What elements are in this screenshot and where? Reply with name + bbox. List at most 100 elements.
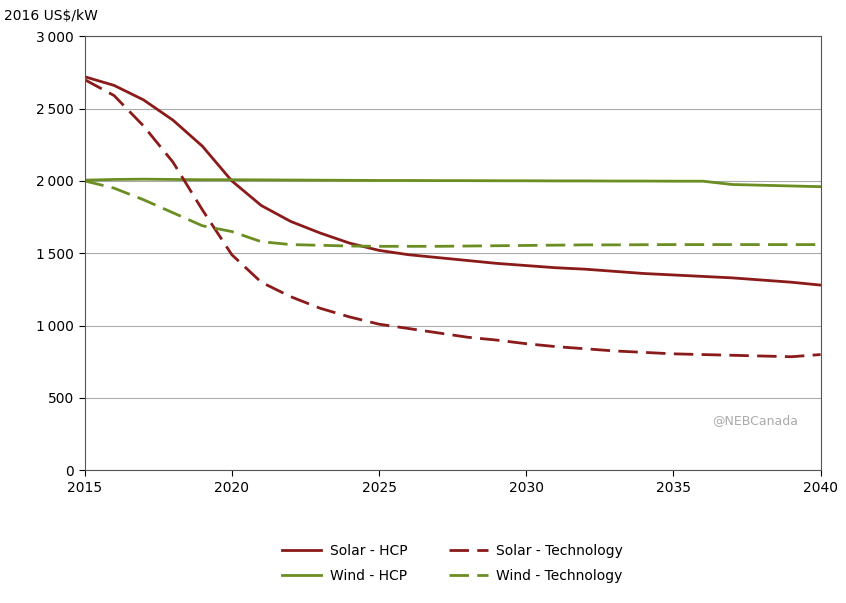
Wind - HCP bbox=[580, 177, 591, 185]
Solar - Technology bbox=[404, 325, 414, 332]
Solar - HCP bbox=[256, 202, 266, 209]
Solar - HCP bbox=[756, 276, 766, 283]
Wind - Technology bbox=[462, 242, 472, 250]
Wind - HCP bbox=[668, 177, 678, 185]
Legend: Solar - HCP, Wind - HCP, Solar - Technology, Wind - Technology: Solar - HCP, Wind - HCP, Solar - Technol… bbox=[277, 538, 629, 589]
Solar - HCP bbox=[433, 254, 443, 261]
Solar - Technology bbox=[315, 305, 325, 312]
Solar - Technology bbox=[227, 251, 237, 258]
Wind - Technology bbox=[580, 241, 591, 248]
Wind - HCP bbox=[227, 176, 237, 183]
Text: @NEBCanada: @NEBCanada bbox=[712, 414, 799, 427]
Solar - HCP bbox=[609, 268, 619, 275]
Wind - HCP bbox=[109, 176, 119, 183]
Wind - HCP bbox=[521, 177, 531, 185]
Solar - HCP bbox=[139, 96, 149, 104]
Solar - HCP bbox=[344, 239, 354, 247]
Line: Wind - Technology: Wind - Technology bbox=[85, 181, 821, 246]
Solar - HCP bbox=[197, 142, 207, 150]
Solar - Technology bbox=[551, 343, 561, 350]
Solar - Technology bbox=[109, 92, 119, 99]
Wind - Technology bbox=[109, 185, 119, 192]
Wind - Technology bbox=[256, 238, 266, 245]
Wind - Technology bbox=[698, 241, 708, 248]
Solar - Technology bbox=[168, 159, 178, 166]
Solar - Technology bbox=[609, 347, 619, 355]
Text: 2016 US$/kW: 2016 US$/kW bbox=[4, 9, 98, 23]
Wind - Technology bbox=[521, 242, 531, 249]
Wind - HCP bbox=[639, 177, 649, 185]
Line: Solar - HCP: Solar - HCP bbox=[85, 77, 821, 285]
Wind - HCP bbox=[344, 177, 354, 184]
Solar - Technology bbox=[728, 352, 738, 359]
Wind - Technology bbox=[404, 242, 414, 250]
Solar - HCP bbox=[551, 264, 561, 271]
Solar - Technology bbox=[521, 340, 531, 347]
Solar - Technology bbox=[139, 122, 149, 130]
Wind - HCP bbox=[374, 177, 384, 184]
Wind - HCP bbox=[139, 175, 149, 183]
Wind - HCP bbox=[80, 177, 90, 184]
Solar - HCP bbox=[728, 274, 738, 282]
Solar - HCP bbox=[816, 282, 826, 289]
Wind - HCP bbox=[609, 177, 619, 185]
Wind - Technology bbox=[80, 177, 90, 185]
Solar - HCP bbox=[109, 82, 119, 89]
Line: Solar - Technology: Solar - Technology bbox=[85, 80, 821, 357]
Wind - Technology bbox=[756, 241, 766, 248]
Wind - HCP bbox=[433, 177, 443, 185]
Wind - HCP bbox=[462, 177, 472, 185]
Solar - HCP bbox=[668, 271, 678, 279]
Wind - HCP bbox=[492, 177, 502, 185]
Wind - Technology bbox=[168, 209, 178, 216]
Solar - Technology bbox=[756, 352, 766, 359]
Wind - HCP bbox=[816, 183, 826, 191]
Line: Wind - HCP: Wind - HCP bbox=[85, 179, 821, 187]
Solar - HCP bbox=[786, 279, 796, 286]
Solar - Technology bbox=[256, 279, 266, 286]
Solar - Technology bbox=[80, 76, 90, 83]
Wind - Technology bbox=[816, 241, 826, 248]
Solar - HCP bbox=[315, 229, 325, 236]
Solar - Technology bbox=[786, 353, 796, 361]
Wind - Technology bbox=[344, 242, 354, 250]
Solar - Technology bbox=[816, 351, 826, 358]
Solar - HCP bbox=[404, 251, 414, 258]
Solar - HCP bbox=[492, 260, 502, 267]
Wind - Technology bbox=[139, 196, 149, 203]
Solar - Technology bbox=[374, 321, 384, 328]
Wind - Technology bbox=[639, 241, 649, 248]
Wind - HCP bbox=[728, 181, 738, 188]
Wind - Technology bbox=[433, 242, 443, 250]
Solar - Technology bbox=[492, 336, 502, 344]
Wind - Technology bbox=[374, 242, 384, 250]
Wind - HCP bbox=[315, 177, 325, 184]
Wind - Technology bbox=[551, 242, 561, 249]
Wind - HCP bbox=[404, 177, 414, 184]
Solar - HCP bbox=[698, 273, 708, 280]
Wind - HCP bbox=[698, 177, 708, 185]
Solar - HCP bbox=[580, 265, 591, 273]
Solar - HCP bbox=[462, 257, 472, 264]
Solar - Technology bbox=[197, 206, 207, 213]
Wind - Technology bbox=[197, 222, 207, 229]
Wind - Technology bbox=[786, 241, 796, 248]
Wind - HCP bbox=[756, 182, 766, 189]
Wind - Technology bbox=[609, 241, 619, 248]
Wind - HCP bbox=[286, 177, 296, 184]
Wind - HCP bbox=[551, 177, 561, 185]
Solar - Technology bbox=[344, 314, 354, 321]
Solar - Technology bbox=[286, 293, 296, 300]
Solar - HCP bbox=[521, 262, 531, 269]
Wind - HCP bbox=[168, 176, 178, 183]
Solar - HCP bbox=[80, 73, 90, 80]
Wind - Technology bbox=[315, 242, 325, 249]
Solar - HCP bbox=[639, 270, 649, 277]
Solar - HCP bbox=[374, 247, 384, 254]
Wind - HCP bbox=[786, 182, 796, 189]
Solar - Technology bbox=[668, 350, 678, 358]
Solar - HCP bbox=[227, 177, 237, 185]
Wind - HCP bbox=[256, 176, 266, 183]
Wind - Technology bbox=[668, 241, 678, 248]
Solar - HCP bbox=[286, 218, 296, 225]
